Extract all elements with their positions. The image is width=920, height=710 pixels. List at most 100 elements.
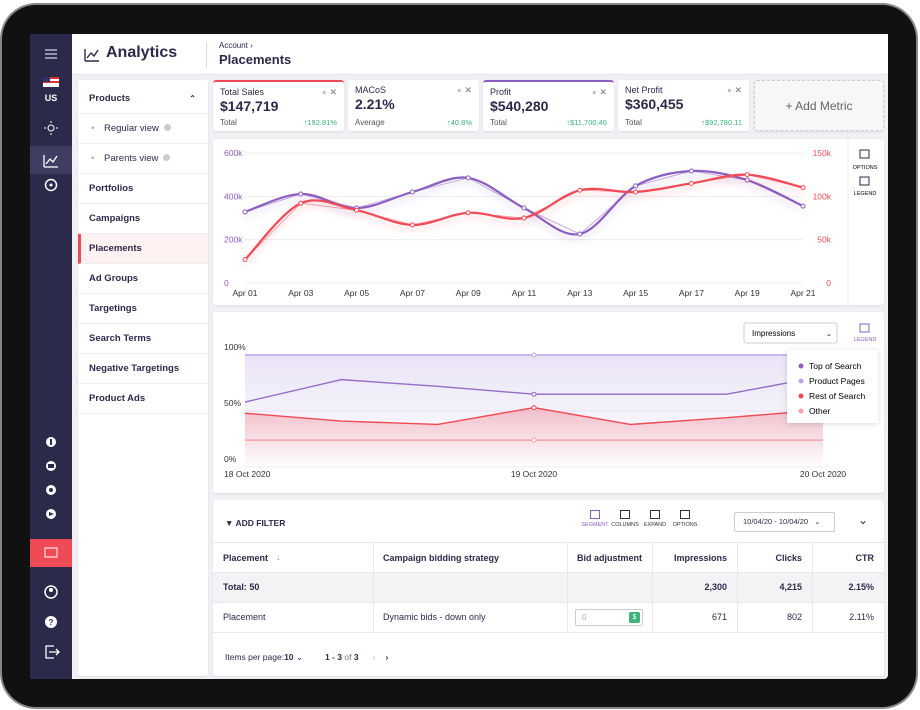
point <box>744 177 750 183</box>
page-title: Placements <box>219 52 292 67</box>
close-icon[interactable]: ∘ ✕ <box>456 85 472 95</box>
breadcrumb-link[interactable]: Account <box>219 41 248 50</box>
add-metric-label: Add Metric <box>795 99 853 113</box>
filter-icon: ▼ <box>225 518 236 528</box>
series-area <box>245 407 823 467</box>
tool-label: COLUMNS <box>611 522 639 528</box>
bullet: • <box>91 123 95 134</box>
metric-title: Net Profit <box>625 85 663 95</box>
app-title: Analytics <box>106 44 178 61</box>
nav-group[interactable]: Products ⌃ <box>78 84 208 114</box>
point <box>800 185 806 191</box>
nav-item[interactable]: Search Terms <box>78 324 208 354</box>
x-tick-label: Apr 07 <box>400 288 425 298</box>
nav-subitem[interactable]: • Regular view <box>78 114 208 144</box>
cell: 4,215 <box>779 582 802 592</box>
y2-tick-label: 100k <box>813 191 832 201</box>
y-tick-label: 100% <box>224 342 246 352</box>
legend-label: Product Pages <box>809 376 865 386</box>
point <box>521 205 527 211</box>
point <box>577 231 583 237</box>
metric-card[interactable]: Profit $540,280 Total ↑$11,700.46 ∘ ✕ <box>483 80 614 131</box>
nav-item[interactable]: Portfolios <box>78 174 208 204</box>
metric-card[interactable]: MACoS 2.21% Average ↑40.8% ∘ ✕ <box>348 80 479 131</box>
close-icon[interactable]: ∘ ✕ <box>726 85 742 95</box>
chevron: ⌄ <box>826 331 832 338</box>
nav-item[interactable]: Placements <box>78 234 208 264</box>
col-line <box>652 543 653 632</box>
legend-tool-icon[interactable] <box>859 323 870 333</box>
metric-basis: Total <box>625 118 642 127</box>
cell: 802 <box>786 612 802 622</box>
metric-value: $147,719 <box>220 98 279 114</box>
close-icon[interactable]: ∘ ✕ <box>321 87 337 97</box>
metric-change: ↑$92,780.11 <box>701 118 742 127</box>
legend-label: Other <box>809 406 830 416</box>
page-range: 1 - 3 <box>325 652 343 662</box>
nav-item[interactable]: Targetings <box>78 294 208 324</box>
date-select[interactable]: 10/04/20 - 10/04/20 ⌄ <box>734 512 835 532</box>
x-tick-label: Apr 05 <box>344 288 369 298</box>
point <box>633 183 639 189</box>
add-metric[interactable]: + Add Metric <box>754 80 884 131</box>
tool[interactable]: SEGMENT <box>578 510 612 528</box>
nav-subitem[interactable]: • Parents view <box>78 144 208 174</box>
metric-card[interactable]: Net Profit $360,455 Total ↑$92,780.11 ∘ ✕ <box>618 80 749 131</box>
tool-label: OPTIONS <box>853 165 878 171</box>
breadcrumb[interactable]: Account › <box>219 41 253 50</box>
prev[interactable]: ‹ <box>372 652 376 662</box>
nav-item[interactable]: Negative Targetings <box>78 354 208 384</box>
point <box>409 189 415 195</box>
tool[interactable]: EXPAND <box>638 510 672 528</box>
close-icon[interactable]: ∘ ✕ <box>591 87 607 97</box>
y-tick-label: 50% <box>224 398 241 408</box>
point <box>688 168 694 174</box>
cell: Total: 50 <box>223 582 260 592</box>
tool[interactable]: OPTIONS <box>668 510 702 528</box>
legend-swatch <box>798 393 804 399</box>
metric-value: $360,455 <box>625 96 684 112</box>
y2-tick-label: 0 <box>826 278 831 288</box>
nav-panel: Products ⌃ • Regular view • Parents view Portf… <box>78 80 208 676</box>
metric-select[interactable] <box>743 322 838 344</box>
point <box>633 189 639 195</box>
tool-icon <box>650 510 660 519</box>
x-tick-label: Apr 03 <box>288 288 313 298</box>
x-tick-label: Apr 01 <box>232 288 257 298</box>
info-icon <box>163 124 171 131</box>
metric-select-label: Impressions <box>752 329 795 338</box>
point <box>409 222 415 228</box>
legend-swatch <box>798 408 804 414</box>
total-row <box>213 573 884 602</box>
x-tick-label: 20 Oct 2020 <box>800 469 847 479</box>
analytics-icon <box>84 49 99 62</box>
point <box>298 191 304 197</box>
cell: CTR <box>855 553 875 563</box>
nav-item[interactable]: Campaigns <box>78 204 208 234</box>
col-line <box>737 543 738 632</box>
country: US <box>45 93 58 103</box>
nav-item[interactable]: Product Ads <box>78 384 208 414</box>
date-label: 10/04/20 - 10/04/20 <box>743 517 809 526</box>
bid-input[interactable]: 0 $ <box>575 609 643 626</box>
col-line <box>812 543 813 632</box>
tool-icon[interactable] <box>859 176 870 186</box>
legend-swatch <box>798 363 804 369</box>
point <box>531 405 537 411</box>
cell: Clicks <box>775 553 802 563</box>
add-filter[interactable]: ▼ ADD FILTER <box>225 518 285 528</box>
x-tick-label: Apr 17 <box>679 288 704 298</box>
tool-icon[interactable] <box>859 149 870 159</box>
y-tick-label: 600k <box>224 148 243 158</box>
per-page-select[interactable]: 10 <box>284 652 294 662</box>
tool[interactable]: COLUMNS <box>608 510 642 528</box>
expand[interactable]: ⌄ <box>858 513 869 527</box>
next[interactable]: › <box>385 652 389 662</box>
chevron: ⌃ <box>189 94 196 103</box>
nav-item[interactable]: Ad Groups <box>78 264 208 294</box>
tool-label: OPTIONS <box>672 522 698 528</box>
cell: 2.15% <box>848 582 874 592</box>
y2-tick-label: 50k <box>817 235 831 245</box>
metric-card[interactable]: Total Sales $147,719 Total ↑192.81% ∘ ✕ <box>213 80 344 131</box>
x-tick-label: Apr 19 <box>735 288 760 298</box>
